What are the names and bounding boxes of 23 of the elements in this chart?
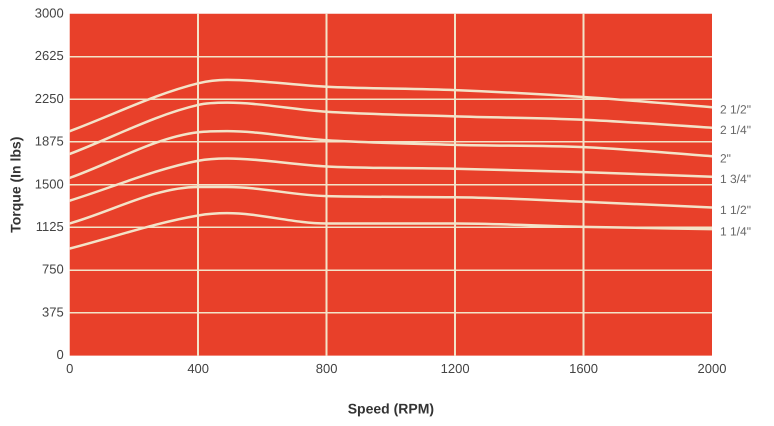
y-tick-label: 375 — [42, 304, 64, 320]
series-label: 1 1/4" — [720, 224, 751, 238]
x-tick-label: 800 — [316, 360, 338, 376]
y-tick-label: 1500 — [34, 176, 64, 192]
series-label: 2" — [720, 152, 731, 166]
y-tick-label: 3000 — [34, 5, 64, 20]
series-label: 2 1/2" — [720, 102, 751, 117]
x-tick-label: 1200 — [440, 360, 470, 376]
y-axis-title: Torque (In lbs) — [7, 136, 24, 233]
y-tick-label: 2250 — [34, 90, 64, 106]
x-tick-label: 400 — [187, 360, 210, 376]
x-axis-title: Speed (RPM) — [348, 400, 434, 416]
y-tick-label: 1125 — [36, 219, 64, 234]
y-tick-label: 750 — [42, 262, 64, 277]
y-tick-label: 2625 — [34, 48, 64, 64]
x-tick-label: 0 — [66, 360, 74, 376]
series-label: 1 3/4" — [720, 172, 751, 186]
x-tick-label: 2000 — [698, 360, 726, 376]
x-tick-label: 1600 — [569, 360, 598, 376]
series-label: 2 1/4" — [720, 123, 751, 138]
y-tick-label: 0 — [56, 347, 64, 362]
series-label: 1 1/2" — [720, 202, 751, 217]
y-tick-label: 1875 — [34, 134, 64, 149]
